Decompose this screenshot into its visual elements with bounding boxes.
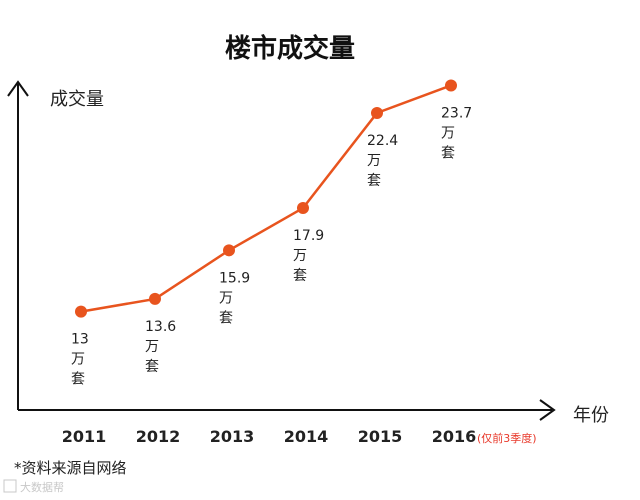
- data-point-2016: [445, 79, 457, 92]
- data-label-value: 15.9: [219, 270, 250, 286]
- x-tick-label-2015: 2015: [358, 427, 403, 446]
- x-axis-label: 年份: [573, 405, 609, 426]
- data-label-2016: 23.7 万套: [441, 105, 472, 161]
- x-tick-label-2016: 2016: [432, 427, 477, 446]
- data-label-value: 13: [71, 332, 89, 348]
- source-note: *资料来源自网络: [14, 459, 127, 477]
- data-label-unit: 套: [367, 173, 381, 189]
- data-points: [75, 79, 457, 318]
- x-tick-label-2014: 2014: [284, 427, 329, 446]
- x-tick-labels: 2011 2012 2013 2014 2015 2016: [62, 427, 477, 446]
- y-axis: [7, 80, 29, 410]
- data-point-2015: [371, 106, 383, 119]
- data-label-unit: 万: [71, 352, 85, 368]
- data-label-unit: 套: [71, 372, 85, 388]
- x-tick-label-2012: 2012: [136, 427, 181, 446]
- data-label-2011: 13 万套: [71, 332, 89, 388]
- x-axis: [18, 399, 556, 421]
- watermark-text: 大数据帮: [20, 480, 64, 494]
- data-label-unit: 万: [293, 248, 307, 264]
- data-label-value: 23.7: [441, 105, 472, 121]
- data-label-value: 22.4: [367, 133, 398, 149]
- data-point-2012: [149, 292, 161, 305]
- data-label-unit: 套: [293, 268, 307, 284]
- data-point-2014: [297, 202, 309, 215]
- data-label-unit: 套: [441, 145, 455, 161]
- data-label-unit: 套: [219, 310, 233, 326]
- data-label-2012: 13.6 万套: [145, 319, 176, 375]
- y-axis-arrow: [7, 80, 29, 97]
- data-label-2013: 15.9 万套: [219, 270, 250, 326]
- category-note: (仅前3季度): [477, 431, 537, 445]
- data-label-unit: 套: [145, 359, 159, 375]
- series-line: [80, 84, 452, 313]
- data-point-2013: [223, 244, 235, 257]
- data-label-2014: 17.9 万套: [293, 228, 324, 284]
- data-label-value: 17.9: [293, 228, 324, 244]
- x-axis-arrow: [539, 399, 556, 421]
- data-label-unit: 万: [367, 153, 381, 169]
- watermark: 大数据帮: [3, 479, 64, 494]
- watermark-logo-icon: [3, 479, 17, 493]
- x-tick-label-2013: 2013: [210, 427, 255, 446]
- x-tick-label-2011: 2011: [62, 427, 107, 446]
- data-label-unit: 万: [441, 125, 455, 141]
- data-point-2011: [75, 305, 87, 318]
- data-label-unit: 万: [219, 290, 233, 306]
- data-label-value: 13.6: [145, 319, 176, 335]
- y-axis-label: 成交量: [50, 89, 104, 110]
- data-label-2015: 22.4 万套: [367, 133, 398, 189]
- data-label-unit: 万: [145, 339, 159, 355]
- chart-title: 楼市成交量: [225, 33, 355, 64]
